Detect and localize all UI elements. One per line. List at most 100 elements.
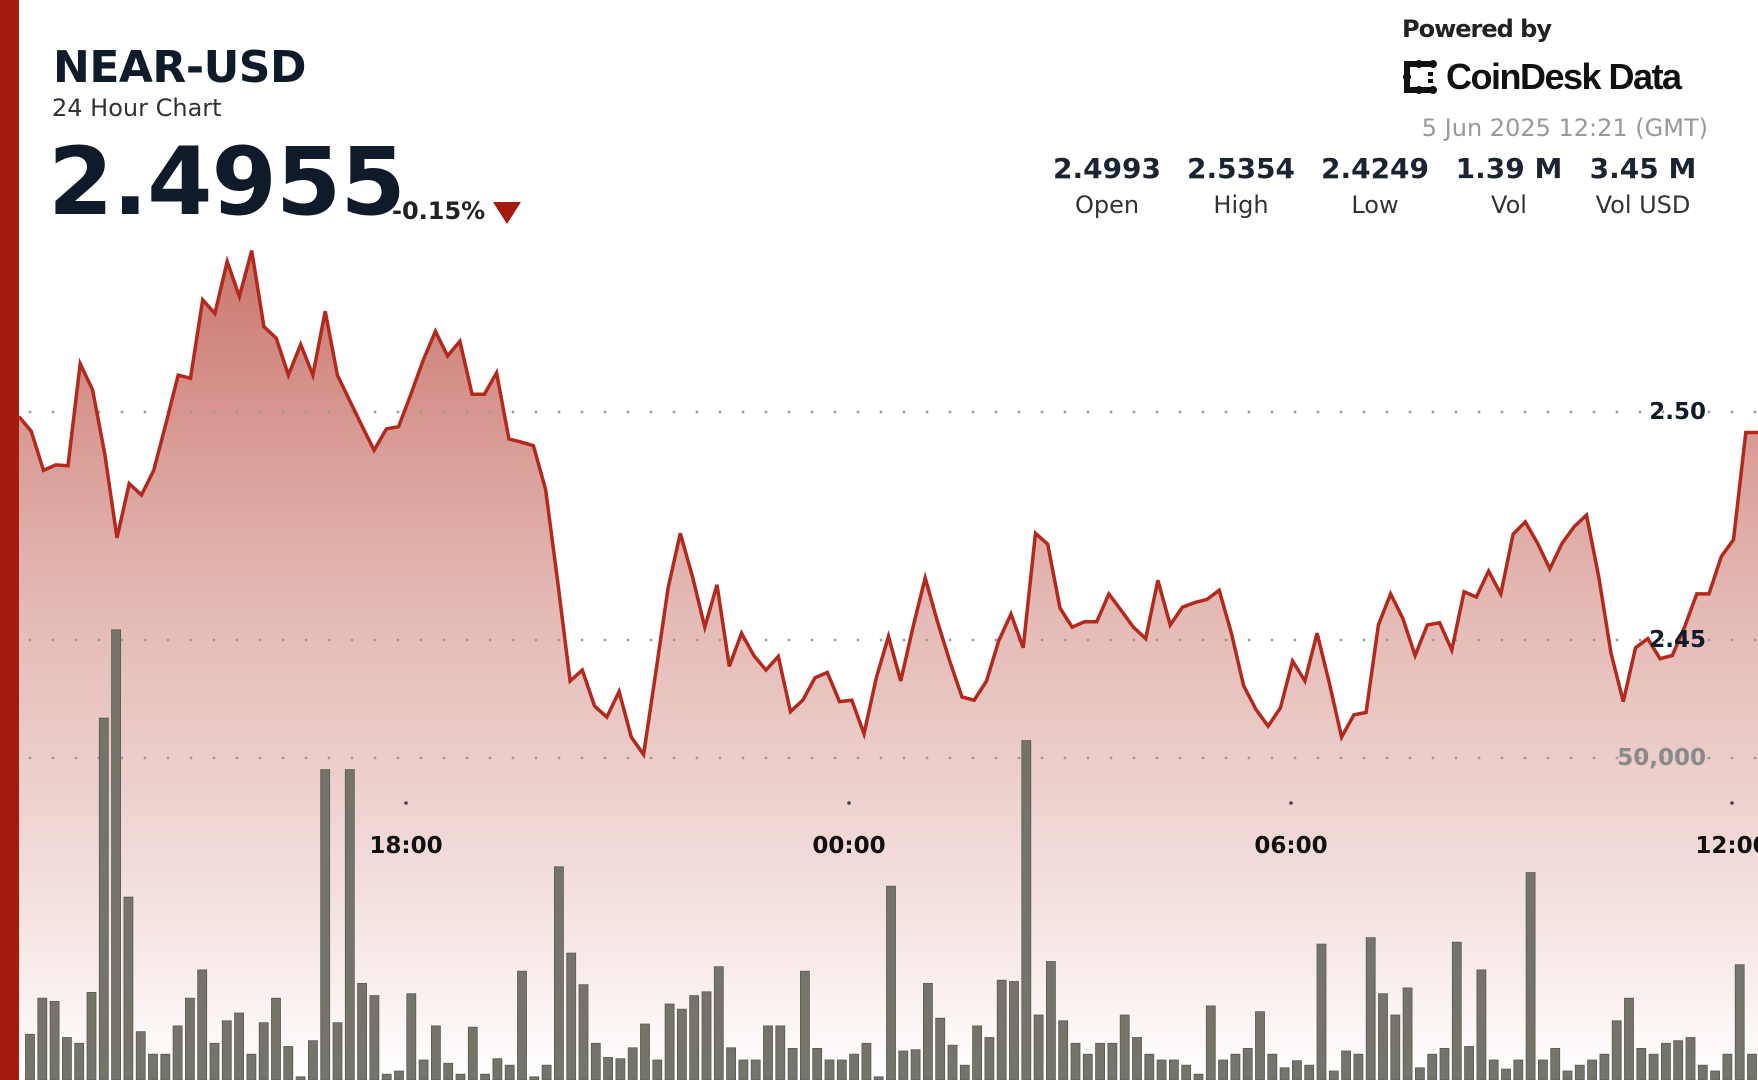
gridline-dot xyxy=(373,410,377,414)
x-tick-mark xyxy=(847,801,851,805)
gridline-dot xyxy=(787,638,791,642)
volume-bar xyxy=(1205,1005,1216,1080)
volume-bar xyxy=(62,1037,72,1080)
volume-bar xyxy=(443,1062,454,1080)
time-tick-label: 00:00 xyxy=(812,833,886,859)
volume-bar xyxy=(381,1073,392,1080)
volume-bar xyxy=(160,1053,171,1080)
volume-bar xyxy=(1488,1059,1499,1080)
gridline-dot xyxy=(465,410,469,414)
stat-open: 2.4993 Open xyxy=(1040,152,1174,219)
volume-bar xyxy=(775,1025,786,1080)
gridline-dot xyxy=(971,756,975,760)
volume-bar xyxy=(1082,1053,1093,1080)
gridline-dot xyxy=(1753,638,1757,642)
gridline-dot xyxy=(212,756,216,760)
volume-bar xyxy=(1427,1053,1438,1080)
gridline-dot xyxy=(28,756,32,760)
gridline-dot xyxy=(143,638,147,642)
gridline-dot xyxy=(1063,410,1067,414)
gridline-dot xyxy=(810,638,814,642)
gridline-dot xyxy=(557,410,561,414)
volume-bar xyxy=(480,1073,491,1080)
gridline-dot xyxy=(1040,638,1044,642)
chart-subtitle: 24 Hour Chart xyxy=(52,94,222,122)
volume-bar xyxy=(504,1064,515,1080)
gridline-dot xyxy=(1661,638,1665,642)
volume-bar xyxy=(1574,1064,1585,1080)
gridline-dot xyxy=(488,756,492,760)
gridline-dot xyxy=(442,756,446,760)
gridline-dot xyxy=(810,756,814,760)
volume-bar xyxy=(1328,1070,1339,1080)
gridline-dot xyxy=(1178,756,1182,760)
gridline-dot xyxy=(603,756,607,760)
volume-bar xyxy=(1156,1059,1167,1080)
coindesk-logo: CoinDesk Data xyxy=(1402,56,1682,98)
gridline-dot xyxy=(28,410,32,414)
gridline-dot xyxy=(672,756,676,760)
gridline-dot xyxy=(1408,410,1412,414)
volume-bar xyxy=(1439,1048,1450,1080)
gridline-dot xyxy=(1638,638,1642,642)
volume-bar xyxy=(1292,1060,1302,1080)
gridline-dot xyxy=(1270,410,1274,414)
volume-bar xyxy=(320,769,331,1080)
gridline-dot xyxy=(1707,638,1711,642)
gridline-dot xyxy=(304,410,308,414)
volume-bar xyxy=(467,1026,478,1080)
volume-bar xyxy=(1587,1059,1597,1080)
gridline-dot xyxy=(1063,756,1067,760)
volume-bar xyxy=(172,1025,183,1080)
gridline-dot xyxy=(672,410,676,414)
stat-low: 2.4249 Low xyxy=(1308,152,1442,219)
gridline-dot xyxy=(120,410,124,414)
gridline-dot xyxy=(1201,638,1205,642)
volume-bar xyxy=(74,1042,85,1080)
gridline-dot xyxy=(258,410,262,414)
gridline-dot xyxy=(212,638,216,642)
stat-value: 2.5354 xyxy=(1186,152,1296,185)
stat-value: 3.45 M xyxy=(1589,152,1697,185)
gridline-dot xyxy=(488,638,492,642)
gridline-dot xyxy=(1155,756,1159,760)
gridline-dot xyxy=(1638,756,1642,760)
volume-bar xyxy=(1242,1048,1253,1080)
volume-bar xyxy=(49,1001,60,1080)
gridline-dot xyxy=(534,410,538,414)
gridline-dot xyxy=(511,756,515,760)
gridline-dot xyxy=(1454,410,1458,414)
gridline-dot xyxy=(1477,638,1481,642)
volume-bar xyxy=(418,1059,429,1080)
gridline-dot xyxy=(1178,410,1182,414)
volume-bar xyxy=(886,885,896,1080)
gridline-dot xyxy=(1661,756,1665,760)
gridline-dot xyxy=(764,638,768,642)
volume-bar xyxy=(652,1059,663,1080)
gridline-dot xyxy=(902,756,906,760)
volume-bar xyxy=(221,1020,232,1080)
gridline-dot xyxy=(787,410,791,414)
volume-bar xyxy=(357,983,368,1080)
gridline-dot xyxy=(557,638,561,642)
price-change: -0.15% xyxy=(392,197,486,225)
gridline-dot xyxy=(1109,756,1113,760)
gridline-dot xyxy=(1523,638,1527,642)
gridline-dot xyxy=(327,638,331,642)
volume-tick-label: 50,000 xyxy=(1617,745,1706,771)
gridline-dot xyxy=(626,638,630,642)
gridline-dot xyxy=(1730,410,1734,414)
volume-bar xyxy=(344,769,355,1080)
gridline-dot xyxy=(212,410,216,414)
gridline-dot xyxy=(1408,756,1412,760)
gridline-dot xyxy=(28,638,32,642)
volume-bar xyxy=(627,1047,638,1080)
stat-high: 2.5354 High xyxy=(1174,152,1308,219)
gridline-dot xyxy=(1500,410,1504,414)
gridline-dot xyxy=(1178,638,1182,642)
volume-bar xyxy=(430,1025,441,1080)
gridline-dot xyxy=(626,410,630,414)
gridline-dot xyxy=(304,756,308,760)
volume-bar xyxy=(1550,1048,1561,1080)
gridline-dot xyxy=(1684,410,1688,414)
